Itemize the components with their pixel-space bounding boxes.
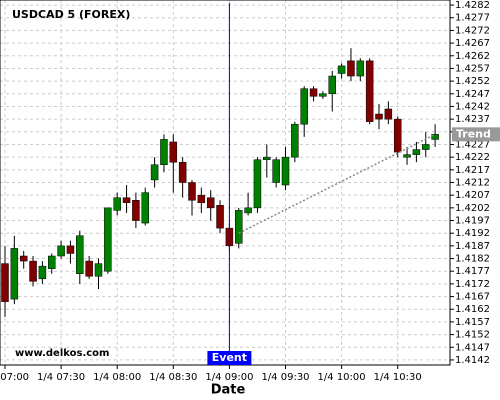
x-tick-label: 1/4 10:30 bbox=[374, 372, 422, 383]
trend-label: Trend bbox=[456, 127, 491, 140]
x-tick-label: 1/4 09:30 bbox=[261, 372, 309, 383]
candle-body bbox=[431, 134, 439, 140]
y-tick-label: 1.4177 bbox=[455, 266, 490, 277]
candle-body bbox=[235, 210, 243, 244]
y-tick-label: 1.4197 bbox=[455, 216, 490, 227]
y-tick-label: 1.4262 bbox=[455, 51, 490, 62]
candle-body bbox=[337, 65, 346, 74]
candle-body bbox=[66, 245, 75, 254]
candle-body bbox=[197, 194, 206, 204]
y-tick-label: 1.4162 bbox=[455, 304, 490, 315]
y-tick-label: 1.4152 bbox=[455, 330, 490, 341]
event-label: Event bbox=[212, 351, 247, 364]
candle-body bbox=[132, 199, 140, 221]
y-tick-label: 1.4237 bbox=[455, 114, 490, 125]
x-tick-label: 1/4 07:00 bbox=[0, 372, 29, 383]
trend-line bbox=[238, 133, 436, 234]
y-tick-label: 1.4207 bbox=[455, 190, 490, 201]
y-tick-label: 1.4202 bbox=[455, 203, 490, 214]
candle-body bbox=[160, 139, 168, 166]
y-tick-label: 1.4142 bbox=[455, 355, 490, 366]
candle-body bbox=[38, 265, 47, 280]
y-tick-label: 1.4147 bbox=[455, 342, 490, 353]
y-tick-label: 1.4167 bbox=[455, 292, 490, 303]
candle-body bbox=[319, 93, 327, 97]
candle-body bbox=[356, 60, 365, 77]
candle-body bbox=[403, 154, 411, 158]
y-tick-label: 1.4267 bbox=[455, 38, 490, 49]
candle-body bbox=[216, 205, 224, 229]
candle-body bbox=[244, 207, 252, 214]
candle-body bbox=[263, 156, 271, 160]
y-tick-label: 1.4277 bbox=[455, 13, 490, 24]
y-tick-label: 1.4172 bbox=[455, 279, 490, 290]
chart-title: USDCAD 5 (FOREX) bbox=[12, 8, 130, 21]
y-tick-label: 1.4282 bbox=[455, 0, 490, 11]
candle-body bbox=[188, 182, 196, 201]
candle-body bbox=[347, 60, 355, 77]
candle-body bbox=[104, 207, 112, 272]
candle-body bbox=[272, 159, 280, 183]
y-tick-label: 1.4247 bbox=[455, 89, 490, 100]
x-tick-label: 1/4 09:00 bbox=[205, 372, 253, 383]
trend-label-box bbox=[452, 127, 500, 142]
y-tick-label: 1.4217 bbox=[455, 165, 490, 176]
event-label-box bbox=[207, 351, 252, 365]
y-tick-label: 1.4157 bbox=[455, 317, 490, 328]
y-tick-label: 1.4222 bbox=[455, 152, 490, 163]
x-tick-label: 1/4 08:30 bbox=[149, 372, 197, 383]
candle-body bbox=[206, 197, 215, 209]
candle-body bbox=[309, 88, 318, 97]
candle-body bbox=[29, 260, 37, 282]
y-tick-label: 1.4182 bbox=[455, 254, 490, 265]
x-axis-label: Date bbox=[211, 383, 246, 398]
y-tick-label: 1.4227 bbox=[455, 139, 490, 150]
y-tick-label: 1.4192 bbox=[455, 228, 490, 239]
y-tick-label: 1.4212 bbox=[455, 178, 490, 189]
candle-body bbox=[48, 255, 56, 269]
y-tick-label: 1.4272 bbox=[455, 25, 490, 36]
candle-body bbox=[328, 75, 336, 95]
candle-body bbox=[19, 255, 28, 262]
x-tick-label: 1/4 10:00 bbox=[318, 372, 366, 383]
candle-body bbox=[300, 88, 308, 125]
candle-body bbox=[281, 156, 290, 186]
y-tick-label: 1.4257 bbox=[455, 63, 490, 74]
candle-body bbox=[57, 245, 65, 257]
x-tick-label: 1/4 08:00 bbox=[93, 372, 141, 383]
candle-body bbox=[150, 164, 159, 181]
candle-body bbox=[1, 263, 9, 302]
candle-body bbox=[94, 263, 103, 277]
candle-body bbox=[169, 141, 178, 163]
watermark: www.delkos.com bbox=[15, 348, 109, 359]
candle-body bbox=[141, 192, 149, 224]
x-tick-label: 1/4 07:30 bbox=[37, 372, 85, 383]
y-tick-label: 1.4187 bbox=[455, 241, 490, 252]
candle-body bbox=[253, 159, 262, 209]
y-tick-label: 1.4252 bbox=[455, 76, 490, 87]
candle-body bbox=[291, 123, 299, 158]
candle-body bbox=[365, 60, 374, 122]
candle-body bbox=[178, 161, 187, 183]
candle-body bbox=[10, 248, 19, 300]
candle-body bbox=[122, 197, 131, 204]
candle-body bbox=[375, 113, 383, 120]
candle-body bbox=[85, 260, 93, 277]
candle-body bbox=[422, 144, 430, 150]
candle-body bbox=[393, 118, 402, 153]
candle-body bbox=[76, 235, 84, 275]
candle-body bbox=[113, 197, 121, 211]
candle-body bbox=[412, 149, 421, 155]
y-tick-label: 1.4242 bbox=[455, 101, 490, 112]
candle-body bbox=[384, 108, 393, 120]
